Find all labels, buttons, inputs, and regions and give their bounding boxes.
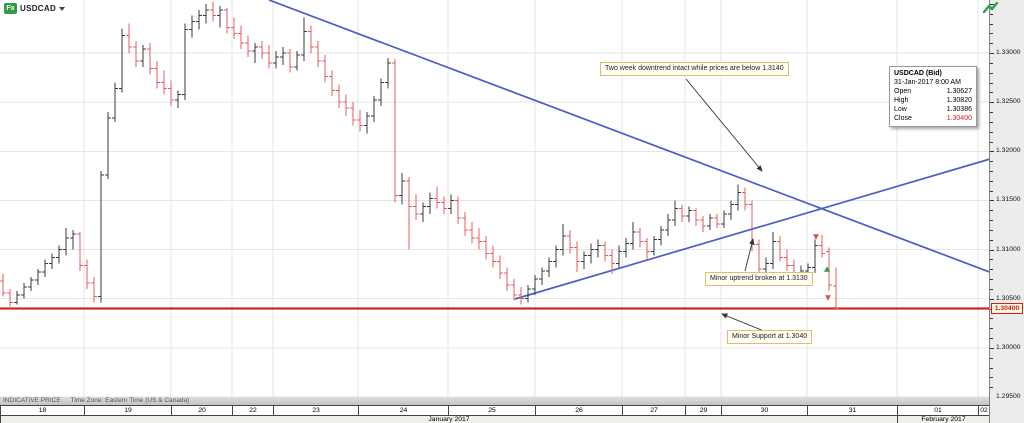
price-tick [990, 229, 993, 231]
price-tick [990, 43, 993, 45]
date-cell: 19 [84, 406, 171, 415]
price-axis-label: 1.32500 [996, 98, 1021, 106]
price-tick [990, 328, 993, 330]
trendline-two-week-downtrend [268, 0, 1024, 286]
price-tick [990, 298, 994, 300]
price-tick [990, 318, 993, 320]
date-cell: 20 [171, 406, 232, 415]
price-tick [990, 53, 994, 54]
date-cell: 27 [622, 406, 685, 415]
annotation-minor-support-note[interactable]: Minor Support at 1.3040 [727, 330, 813, 344]
price-tick [990, 338, 993, 339]
price-axis-label: 1.31500 [996, 196, 1021, 204]
price-tick [990, 347, 994, 349]
price-tick [990, 82, 993, 84]
price-tick [990, 112, 993, 113]
tooltip-title: USDCAD (Bid) [894, 70, 942, 77]
price-chart[interactable] [0, 0, 1024, 398]
price-tick [990, 72, 993, 74]
price-tick [990, 259, 993, 261]
price-tick [990, 367, 993, 369]
gridlines [0, 0, 989, 398]
date-cell: 22 [232, 406, 273, 415]
up-arrow-marker-icon [824, 266, 830, 272]
tooltip-low-row: Low 1.30386 [894, 106, 972, 113]
price-axis-label: 1.33000 [996, 49, 1021, 56]
price-axis-label: 1.29500 [996, 393, 1021, 400]
indicative-price-strip: INDICATIVE PRICE Time Zone: Eastern Time… [0, 397, 989, 405]
instrument-selector[interactable]: Fx USDCAD [4, 3, 66, 14]
price-tick [990, 200, 994, 202]
time-axis-days[interactable]: 18 19 20 22 23 24 25 26 27 29 30 31 01 02 [0, 405, 989, 416]
annotation-downtrend-note[interactable]: Two week downtrend intact while prices a… [600, 62, 789, 76]
price-tick [990, 387, 993, 389]
price-tick [990, 170, 993, 172]
price-tick [990, 131, 993, 133]
price-tick [990, 210, 993, 212]
date-cell: 29 [685, 406, 721, 415]
down-arrow-marker-icon [825, 295, 831, 301]
trendline-minor-uptrend [514, 148, 1024, 300]
timezone-label: Time Zone: Eastern Time (US & Canada) [70, 397, 190, 404]
dropdown-caret-icon [59, 7, 66, 11]
date-cell: 18 [0, 406, 84, 415]
price-tick [990, 13, 993, 15]
date-cell: 23 [273, 406, 358, 415]
instrument-label: USDCAD [20, 4, 57, 13]
date-cell: 02 [978, 406, 989, 415]
price-tick [990, 3, 994, 5]
date-cell: 01 [897, 406, 978, 415]
date-cell: 26 [535, 406, 622, 415]
price-tick [990, 102, 994, 104]
price-axis-label: 1.32000 [996, 147, 1021, 155]
price-tick [990, 161, 993, 163]
month-cell: January 2017 [0, 416, 897, 423]
month-cell: February 2017 [897, 416, 989, 423]
trend-icon [982, 1, 1000, 20]
price-axis-label: 1.30000 [996, 343, 1021, 351]
price-tick [990, 279, 993, 281]
time-axis-months[interactable]: January 2017 February 2017 [0, 416, 989, 423]
signal-markers [813, 234, 831, 301]
tooltip-datetime: 31-Jan-2017 8:00 AM [894, 79, 961, 86]
price-tick [990, 92, 993, 94]
price-tick [990, 288, 993, 290]
tooltip-high-row: High 1.30820 [894, 97, 972, 104]
date-cell: 25 [448, 406, 535, 415]
price-axis-label: 1.30500 [996, 294, 1021, 302]
fx-badge-icon: Fx [4, 3, 17, 14]
price-tick [990, 357, 993, 359]
price-axis[interactable]: 1.30400 1.33000 1.32500 1.32000 1.31500 1.31… [989, 0, 1024, 423]
price-tick [990, 269, 993, 271]
down-arrow-marker-icon [813, 234, 819, 240]
date-cell: 31 [807, 406, 897, 415]
date-cell: 30 [721, 406, 807, 415]
indicative-price-label: INDICATIVE PRICE [3, 397, 61, 404]
last-price-marker: 1.30400 [991, 303, 1023, 314]
price-tick [990, 220, 993, 222]
price-tick [990, 23, 993, 25]
price-tick [990, 190, 993, 192]
price-tick [990, 62, 993, 64]
price-tick [990, 249, 994, 251]
annotation-uptrend-broken-note[interactable]: Minor uptrend broken at 1.3130 [705, 272, 813, 286]
date-cell: 24 [358, 406, 448, 415]
price-tick [990, 151, 994, 153]
price-tick [990, 239, 993, 241]
price-tick [990, 121, 993, 123]
tooltip-close-row: Close 1.30400 [894, 115, 972, 122]
tooltip-open-row: Open 1.30627 [894, 88, 972, 95]
candles [0, 1, 839, 310]
price-tick [990, 377, 993, 379]
price-tick [990, 141, 993, 143]
price-tick [990, 33, 993, 35]
annotation-arrows [685, 78, 765, 332]
ohlc-tooltip: USDCAD (Bid) 31-Jan-2017 8:00 AM Open 1.3… [889, 66, 977, 127]
price-tick [990, 180, 993, 182]
price-axis-label: 1.31000 [996, 245, 1021, 253]
